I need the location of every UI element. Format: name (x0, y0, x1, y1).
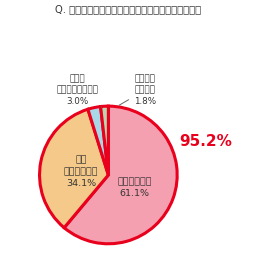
Text: 危ないと
思わない
1.8%: 危ないと 思わない 1.8% (119, 75, 156, 106)
Wedge shape (88, 106, 108, 175)
Text: あまり
危ないと思わない
3.0%: あまり 危ないと思わない 3.0% (56, 75, 101, 107)
Text: 危ないと思う
61.1%: 危ないと思う 61.1% (117, 177, 152, 198)
Wedge shape (64, 106, 177, 244)
Text: Q. 自転車で車道を走ることを危ないと思いますか？: Q. 自転車で車道を走ることを危ないと思いますか？ (55, 4, 201, 14)
Text: 95.2%: 95.2% (179, 134, 232, 150)
Wedge shape (39, 109, 108, 228)
Wedge shape (101, 106, 108, 175)
Text: やや
危ないと思う
34.1%: やや 危ないと思う 34.1% (63, 155, 98, 188)
